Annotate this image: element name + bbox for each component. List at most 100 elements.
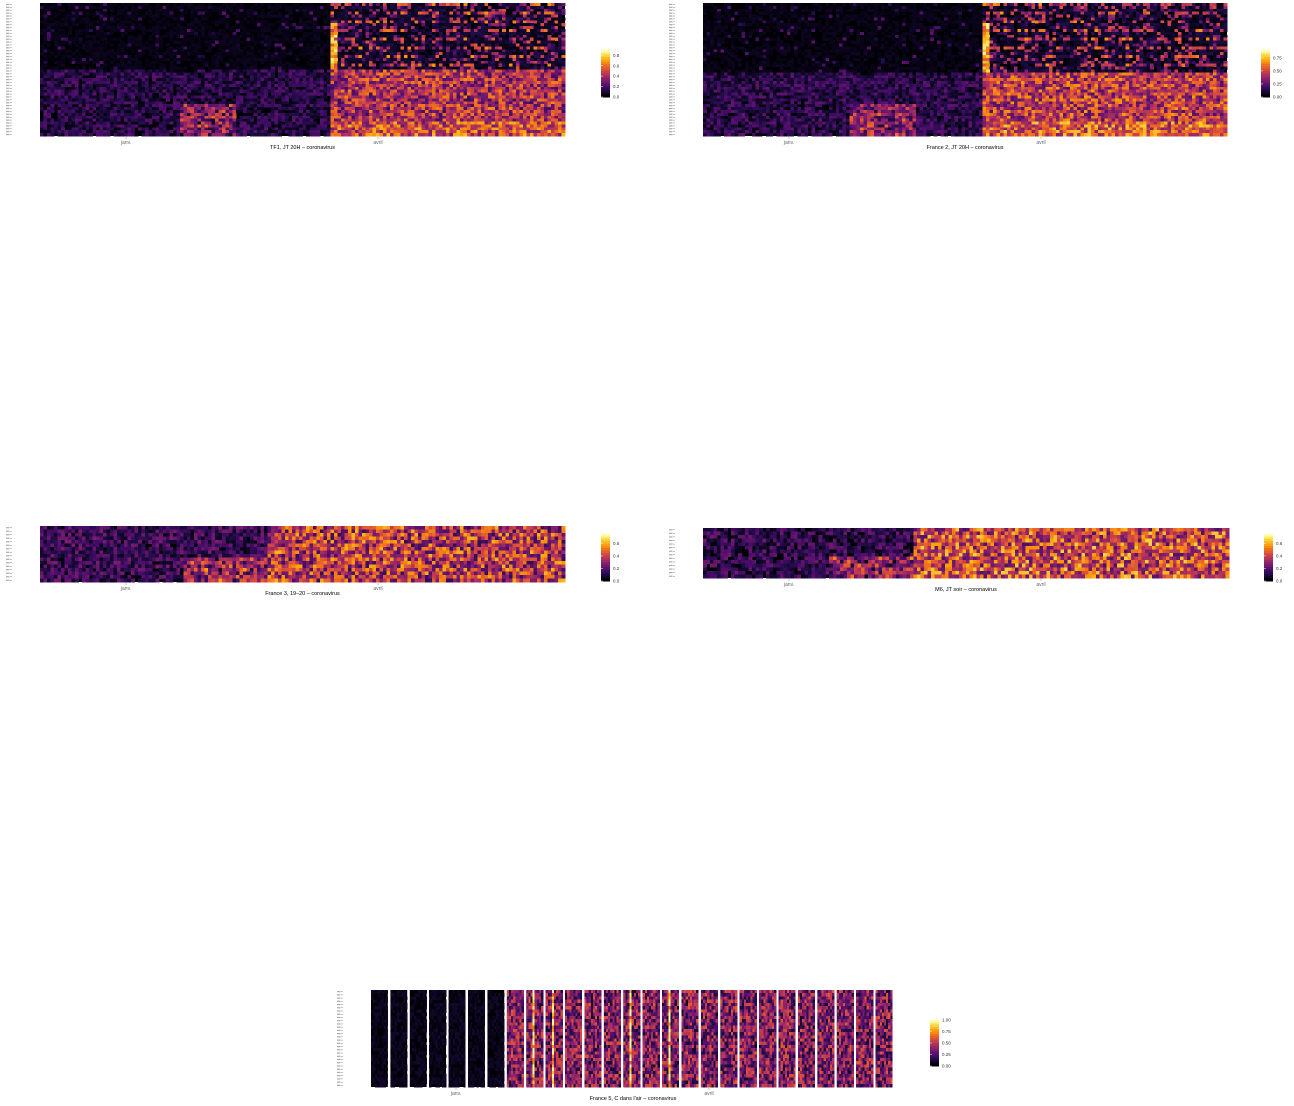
heatmap-cell xyxy=(481,29,485,33)
heatmap-cell xyxy=(57,49,62,53)
heatmap-cell xyxy=(71,60,76,65)
heatmap-cell xyxy=(316,40,321,44)
heatmap-cell xyxy=(351,34,356,38)
heatmap-cell xyxy=(82,72,86,76)
heatmap-cell xyxy=(516,92,520,96)
heatmap-cell xyxy=(474,40,478,44)
heatmap-cell xyxy=(127,118,132,122)
heatmap-cell xyxy=(358,55,363,59)
heatmap-cell xyxy=(323,89,328,93)
heatmap-cell xyxy=(176,115,181,119)
heatmap-cell xyxy=(260,43,265,47)
heatmap-cell xyxy=(194,101,198,105)
heatmap-cell xyxy=(54,101,58,105)
heatmap-cell xyxy=(449,75,454,79)
heatmap-cell xyxy=(488,63,492,67)
heatmap-cell xyxy=(169,95,174,99)
heatmap-cell xyxy=(323,112,328,117)
heatmap-cell xyxy=(372,46,377,50)
heatmap-cell xyxy=(362,115,366,119)
heatmap-cell xyxy=(453,81,457,85)
heatmap-cell xyxy=(467,5,471,10)
heatmap-cell xyxy=(278,75,282,79)
heatmap-cell xyxy=(407,89,412,93)
heatmap-cell xyxy=(281,52,286,56)
heatmap-cell xyxy=(313,11,317,15)
heatmap-cell xyxy=(355,57,359,62)
heatmap-cell xyxy=(376,78,380,82)
heatmap-cell xyxy=(330,14,335,18)
heatmap-cell xyxy=(92,72,97,76)
heatmap-cell xyxy=(540,52,545,56)
heatmap-cell xyxy=(131,104,135,108)
heatmap-cell xyxy=(386,46,391,50)
heatmap-cell xyxy=(337,40,342,44)
heatmap-cell xyxy=(316,57,321,62)
heatmap-cell xyxy=(169,83,174,88)
heatmap-cell xyxy=(558,20,562,24)
heatmap-cell xyxy=(267,14,272,18)
heatmap-cell xyxy=(61,72,65,76)
heatmap-cell xyxy=(418,83,422,88)
heatmap-cell xyxy=(71,92,76,96)
heatmap-cell xyxy=(89,66,93,70)
heatmap-cell xyxy=(505,101,510,105)
heatmap-cell xyxy=(460,11,464,15)
heatmap-cell xyxy=(512,8,517,12)
heatmap-cell xyxy=(442,60,447,65)
heatmap-cell xyxy=(246,89,251,93)
heatmap-cell xyxy=(166,31,170,36)
heatmap-cell xyxy=(533,66,538,70)
heatmap-cell xyxy=(344,52,349,56)
heatmap-cell xyxy=(491,11,496,15)
heatmap-cell xyxy=(110,29,114,33)
heatmap-cell xyxy=(446,98,450,102)
heatmap-cell xyxy=(194,29,198,33)
heatmap-cell xyxy=(71,72,76,76)
heatmap-cell xyxy=(201,89,205,93)
heatmap-cell xyxy=(449,66,454,70)
heatmap-cell xyxy=(306,52,310,56)
heatmap-cell xyxy=(299,75,303,79)
heatmap-cell xyxy=(264,112,268,117)
heatmap-cell xyxy=(183,78,188,82)
heatmap-cell xyxy=(148,98,153,102)
heatmap-cell xyxy=(197,3,202,7)
heatmap-cell xyxy=(407,101,412,105)
heatmap-cell xyxy=(267,37,272,41)
heatmap-cell xyxy=(460,40,464,44)
heatmap-cell xyxy=(295,109,300,114)
heatmap-cell xyxy=(561,37,566,41)
heatmap-cell xyxy=(176,66,181,70)
heatmap-cell xyxy=(421,3,426,7)
heatmap-cell xyxy=(512,11,517,15)
heatmap-cell xyxy=(453,26,457,30)
heatmap-cell xyxy=(82,57,86,62)
heatmap-cell xyxy=(344,109,349,114)
heatmap-cell xyxy=(134,92,139,96)
heatmap-cell xyxy=(302,95,307,99)
heatmap-cell xyxy=(435,72,440,76)
heatmap-cell xyxy=(442,26,447,30)
heatmap-cell xyxy=(278,66,282,70)
heatmap-cell xyxy=(484,101,489,105)
heatmap-cell xyxy=(239,69,244,73)
heatmap-cell xyxy=(274,31,279,36)
heatmap-cell xyxy=(442,98,447,102)
heatmap-cell xyxy=(558,86,562,91)
heatmap-cell xyxy=(127,34,132,38)
heatmap-cell xyxy=(498,26,503,30)
heatmap-cell xyxy=(264,78,268,82)
heatmap-cell xyxy=(411,78,415,82)
heatmap-cell xyxy=(190,109,195,114)
heatmap-cell xyxy=(442,49,447,53)
heatmap-cell xyxy=(386,63,391,67)
heatmap-cell xyxy=(176,89,181,93)
heatmap-cell xyxy=(218,29,223,33)
heatmap-cell xyxy=(204,8,209,12)
heatmap-cell xyxy=(134,43,139,47)
heatmap-cell xyxy=(148,101,153,105)
heatmap-cell xyxy=(453,31,457,36)
heatmap-cell xyxy=(537,55,541,59)
heatmap-cell xyxy=(393,20,398,24)
